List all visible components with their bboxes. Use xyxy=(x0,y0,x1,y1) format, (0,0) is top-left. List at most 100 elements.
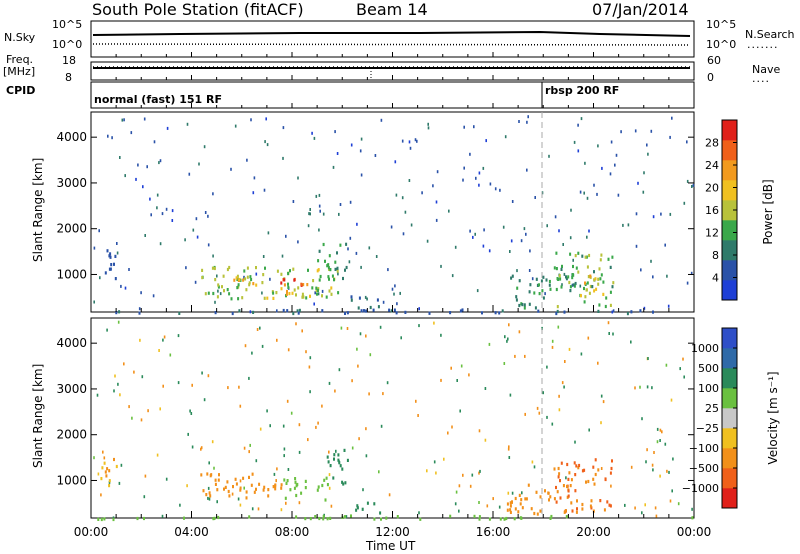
scatter-mark xyxy=(463,166,465,170)
scatter-mark xyxy=(435,200,438,204)
echo-mark xyxy=(263,296,266,300)
echo-mark xyxy=(505,516,508,521)
echo-mark xyxy=(239,486,242,490)
scatter-mark xyxy=(641,417,643,421)
echo-mark xyxy=(276,269,279,273)
scatter-mark xyxy=(379,325,382,329)
scatter-mark xyxy=(659,474,661,478)
scatter-mark xyxy=(212,254,214,258)
echo-mark xyxy=(652,310,654,314)
echo-mark xyxy=(315,286,318,290)
echo-mark xyxy=(473,514,476,518)
echo-mark xyxy=(357,306,360,310)
echo-mark xyxy=(459,309,462,313)
echo-mark xyxy=(578,463,581,468)
echo-mark xyxy=(248,283,251,287)
scatter-mark xyxy=(564,360,566,363)
scatter-mark xyxy=(462,178,464,182)
echo-mark xyxy=(523,306,526,310)
scatter-mark xyxy=(570,208,572,212)
scatter-mark xyxy=(659,428,662,432)
echo-mark xyxy=(576,499,578,503)
scatter-mark xyxy=(620,130,622,134)
echo-mark xyxy=(610,466,613,471)
scatter-mark xyxy=(108,480,111,484)
echo-mark xyxy=(214,278,217,282)
scatter-mark xyxy=(409,146,412,150)
scatter-mark xyxy=(351,379,353,383)
echo-mark xyxy=(569,289,572,293)
echo-mark xyxy=(586,265,589,269)
cpid-segment-2: rbsp 200 RF xyxy=(545,84,620,97)
scatter-mark xyxy=(93,456,95,460)
echo-mark xyxy=(534,306,537,310)
echo-mark xyxy=(246,275,249,279)
scatter-mark xyxy=(516,269,518,273)
echo-mark xyxy=(333,278,335,282)
scatter-mark xyxy=(251,507,254,511)
scatter-mark xyxy=(645,460,647,464)
echo-mark xyxy=(238,309,241,313)
echo-mark xyxy=(587,479,590,484)
echo-mark xyxy=(226,288,229,292)
echo-mark xyxy=(511,274,514,278)
scatter-mark xyxy=(624,503,626,507)
echo-mark xyxy=(588,253,591,258)
echo-mark xyxy=(588,291,591,295)
scatter-mark xyxy=(579,284,582,288)
echo-mark xyxy=(202,489,205,493)
echo-mark xyxy=(108,254,111,258)
scatter-mark xyxy=(608,332,610,335)
echo-mark xyxy=(513,517,516,521)
colorbar-segment xyxy=(722,140,737,161)
echo-mark xyxy=(318,516,321,521)
scatter-mark xyxy=(643,171,645,175)
velocity-panel-frame xyxy=(90,317,695,519)
scatter-mark xyxy=(597,144,599,148)
scatter-mark xyxy=(106,328,108,332)
scatter-mark xyxy=(691,185,693,188)
echo-mark xyxy=(267,494,270,498)
scatter-mark xyxy=(207,214,209,218)
scatter-mark xyxy=(600,394,603,398)
scatter-mark xyxy=(565,476,567,480)
scatter-mark xyxy=(509,393,512,397)
echo-mark xyxy=(255,487,257,491)
echo-mark xyxy=(611,459,613,463)
echo-mark xyxy=(293,288,296,292)
scatter-mark xyxy=(418,324,420,328)
echo-mark xyxy=(291,291,294,295)
scatter-mark xyxy=(196,235,199,239)
echo-mark xyxy=(520,498,523,502)
echo-mark xyxy=(573,284,576,288)
echo-mark xyxy=(321,309,324,313)
echo-mark xyxy=(258,482,261,486)
scatter-mark xyxy=(295,322,297,326)
echo-mark xyxy=(607,257,610,261)
echo-mark xyxy=(253,490,256,494)
echo-mark xyxy=(243,269,246,273)
scatter-mark xyxy=(683,201,686,205)
power-ylabel: Slant Range [km] xyxy=(31,157,45,262)
echo-mark xyxy=(230,297,233,301)
echo-mark xyxy=(461,308,464,312)
echo-mark xyxy=(581,254,584,258)
scatter-mark xyxy=(201,371,203,375)
scatter-mark xyxy=(282,126,285,130)
scatter-mark xyxy=(179,503,181,507)
echo-mark xyxy=(379,511,382,515)
scatter-mark xyxy=(276,338,278,342)
scatter-mark xyxy=(159,159,162,163)
echo-mark xyxy=(549,495,552,499)
echo-mark xyxy=(326,264,329,268)
scatter-mark xyxy=(488,249,491,253)
scatter-mark xyxy=(337,272,339,276)
scatter-mark xyxy=(667,304,670,308)
scatter-mark xyxy=(569,236,572,240)
echo-mark xyxy=(106,467,109,471)
echo-mark xyxy=(350,514,352,518)
scatter-mark xyxy=(486,504,489,508)
echo-mark xyxy=(289,488,292,492)
scatter-mark xyxy=(557,325,560,329)
echo-mark xyxy=(590,499,593,503)
